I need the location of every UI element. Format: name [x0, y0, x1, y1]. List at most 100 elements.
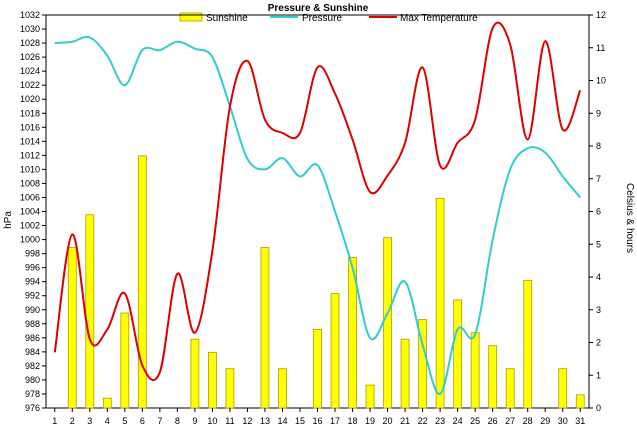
sunshine-bar	[575, 394, 585, 409]
x-tick-label: 5	[122, 416, 127, 426]
x-tick-label: 22	[418, 416, 428, 426]
sunshine-bar	[208, 351, 217, 409]
left-tick-label: 1030	[20, 24, 40, 34]
x-tick-label: 23	[435, 416, 445, 426]
sunshine-bar	[470, 332, 480, 409]
left-tick-label: 1016	[20, 122, 40, 132]
x-tick-label: 4	[105, 416, 110, 426]
sunshine-bar	[400, 338, 410, 409]
sunshine-bar	[225, 368, 235, 409]
left-tick-label: 1006	[20, 192, 40, 202]
left-tick-label: 998	[25, 249, 40, 259]
legend-label-max-temperature: Max Temperature	[400, 13, 478, 24]
sunshine-bar	[488, 345, 498, 409]
x-tick-label: 10	[207, 416, 217, 426]
left-axis-label: hPa	[3, 211, 14, 229]
x-tick-label: 25	[470, 416, 480, 426]
x-tick-label: 12	[242, 416, 252, 426]
x-tick-label: 14	[277, 416, 287, 426]
left-tick-label: 986	[25, 333, 40, 343]
right-tick-label: 1	[596, 370, 601, 380]
sunshine-bar	[102, 397, 112, 409]
sunshine-bar	[190, 338, 200, 409]
left-tick-label: 982	[25, 361, 40, 371]
left-tick-label: 1024	[20, 66, 40, 76]
left-tick-label: 1000	[20, 235, 40, 245]
right-tick-label: 0	[596, 403, 601, 413]
x-tick-label: 31	[575, 416, 585, 426]
right-tick-label: 11	[596, 43, 605, 53]
right-tick-label: 2	[596, 338, 601, 348]
sunshine-bar	[67, 247, 77, 409]
left-tick-label: 1028	[20, 38, 40, 48]
right-axis-label: Celsius & hours	[624, 183, 635, 253]
x-tick-label: 29	[540, 416, 550, 426]
right-tick-label: 12	[596, 10, 606, 20]
left-tick-label: 992	[25, 291, 40, 301]
x-tick-label: 11	[225, 416, 234, 426]
left-tick-label: 1012	[20, 150, 40, 160]
x-tick-label: 18	[348, 416, 358, 426]
sunshine-bar	[260, 247, 270, 409]
sunshine-bar	[85, 214, 95, 409]
sunshine-bar	[523, 279, 533, 409]
x-tick-label: 3	[87, 416, 92, 426]
max-temperature-line	[53, 21, 582, 382]
left-tick-label: 990	[25, 305, 40, 315]
x-tick-label: 8	[175, 416, 180, 426]
right-tick-label: 4	[596, 272, 601, 282]
x-tick-label: 28	[523, 416, 533, 426]
right-tick-label: 9	[596, 108, 601, 118]
series-lines	[53, 21, 582, 396]
x-tick-label: 19	[365, 416, 375, 426]
x-tick-label: 24	[453, 416, 463, 426]
x-tick-label: 27	[505, 416, 515, 426]
chart-title: Pressure & Sunshine	[268, 3, 369, 14]
sunshine-bar	[558, 368, 568, 409]
sunshine-bar	[330, 292, 340, 409]
left-tick-label: 980	[25, 375, 40, 385]
left-tick-label: 996	[25, 263, 40, 273]
left-tick-label: 1020	[20, 94, 40, 104]
left-tick-label: 1002	[20, 221, 40, 231]
left-tick-label: 984	[25, 347, 40, 357]
left-axis-ticks: 976 978 980 982 984 986 988 990 992 994 996 998 1000…	[20, 10, 46, 413]
left-tick-label: 976	[25, 403, 40, 413]
sunshine-bar	[278, 368, 287, 409]
sunshine-bar	[453, 299, 463, 409]
sunshine-bar	[435, 197, 445, 409]
legend-swatch-sunshine	[179, 12, 203, 22]
x-tick-label: 7	[157, 416, 162, 426]
left-tick-label: 1008	[20, 178, 40, 188]
x-tick-label: 16	[312, 416, 322, 426]
legend: Sunshine Pressure Max Temperature	[179, 12, 478, 24]
x-tick-label: 26	[488, 416, 498, 426]
left-tick-label: 978	[25, 389, 40, 399]
right-tick-label: 3	[596, 305, 601, 315]
right-tick-label: 6	[596, 207, 601, 217]
sunshine-bar	[365, 384, 375, 409]
legend-label-sunshine: Sunshine	[206, 13, 248, 24]
legend-label-pressure: Pressure	[302, 13, 342, 24]
x-tick-label: 20	[383, 416, 393, 426]
x-tick-label: 6	[140, 416, 145, 426]
sunshine-bar	[120, 312, 130, 409]
right-tick-label: 8	[596, 141, 601, 151]
right-tick-label: 5	[596, 239, 601, 249]
x-tick-label: 30	[558, 416, 568, 426]
right-tick-label: 10	[596, 76, 606, 86]
x-tick-label: 9	[192, 416, 197, 426]
left-tick-label: 1026	[20, 52, 40, 62]
left-tick-label: 1018	[20, 108, 40, 118]
x-tick-label: 2	[70, 416, 75, 426]
x-tick-label: 21	[400, 416, 410, 426]
x-tick-label: 13	[260, 416, 270, 426]
left-tick-label: 1032	[20, 10, 40, 20]
sunshine-bar	[383, 237, 392, 409]
x-tick-label: 15	[295, 416, 305, 426]
left-tick-label: 1022	[20, 80, 40, 90]
left-tick-label: 994	[25, 277, 40, 287]
left-tick-label: 988	[25, 319, 40, 329]
